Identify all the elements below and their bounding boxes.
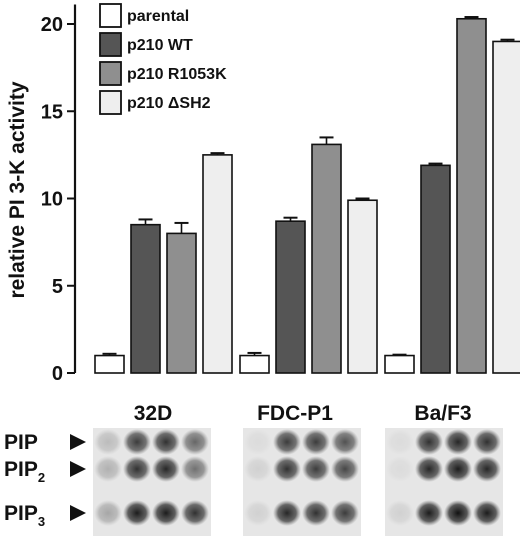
blot-panel-1 [93,428,211,536]
blot-spot [473,456,501,482]
blot-spot [302,429,330,455]
blot-spot [331,456,359,482]
blot-labels: PIP PIP2 PIP3 [4,431,86,529]
blot-spot [273,429,301,455]
blot-spot [415,500,443,526]
blot-panel-2 [243,428,361,536]
bar-1-2 [239,354,270,374]
blot-row-label: PIP2 [4,458,45,485]
blot-spot [152,500,180,526]
legend-swatch [99,61,122,86]
y-tick-label: 15 [41,101,63,123]
blot-spot [386,456,414,482]
blot-spot [273,500,301,526]
arrowhead-right-icon [70,461,86,477]
category-labels: 32D FDC-P1 Ba/F3 [134,402,472,425]
blot-spot [181,500,209,526]
x-tick-label: Ba/F3 [414,402,471,425]
blot-spot [444,429,472,455]
y-axis-ticks: 0 5 10 15 20 [41,14,75,385]
blot-spot [181,429,209,455]
bar-4-1 [202,154,233,374]
blot-spot [181,456,209,482]
bar-3-2 [311,143,342,374]
blot-spot [415,429,443,455]
legend-swatch [99,90,122,115]
blot-spot [444,456,472,482]
legend-swatch [99,32,122,57]
blot-panel-3 [385,428,503,536]
blot-spot [331,429,359,455]
blot-spot [473,429,501,455]
legend-label: parental [127,8,189,25]
y-tick-label: 5 [52,276,63,298]
blot-spot [302,456,330,482]
y-axis-label: relative PI 3-K activity [6,81,29,298]
y-tick-label: 0 [52,363,63,385]
bar-1-1 [94,354,125,374]
bar-1-3 [384,354,415,374]
blot-row-label: PIP [4,431,38,454]
legend-label: p210 WT [127,37,193,54]
plot-area [73,4,520,374]
arrowhead-right-icon [70,434,86,450]
bar-2-3 [420,164,451,374]
bar-3-3 [456,17,487,374]
blot-spot [331,500,359,526]
blot-spot [94,456,122,482]
blot-spot [123,429,151,455]
bar-3-1 [166,232,197,374]
blot-spot [386,500,414,526]
blot-panels [93,428,503,536]
arrowhead-right-icon [70,505,86,521]
legend-label: p210 R1053K [127,66,227,83]
blot-spot [386,429,414,455]
bar-4-3 [492,40,520,374]
blot-spot [244,429,272,455]
bar-2-2 [275,220,306,374]
y-tick-label: 10 [41,189,63,211]
legend: parental p210 WT p210 R1053K p210 ΔSH2 [99,3,227,115]
blot-spot [473,500,501,526]
x-tick-label: 32D [134,402,173,425]
blot-spot [123,500,151,526]
blot-spot [244,500,272,526]
legend-swatch [99,3,122,28]
blot-spot [415,456,443,482]
blot-row-label: PIP3 [4,502,45,529]
blot-spot [302,500,330,526]
blot-spot [273,456,301,482]
blot-spot [244,456,272,482]
y-tick-label: 20 [41,14,63,36]
blot-spot [152,456,180,482]
x-tick-label: FDC-P1 [257,402,333,425]
blot-spot [123,456,151,482]
bar-2-1 [130,223,161,374]
bar-4-2 [347,199,378,374]
legend-label: p210 ΔSH2 [127,95,211,112]
blot-spot [152,429,180,455]
blot-spot [94,429,122,455]
blot-spot [94,500,122,526]
blot-spot [444,500,472,526]
